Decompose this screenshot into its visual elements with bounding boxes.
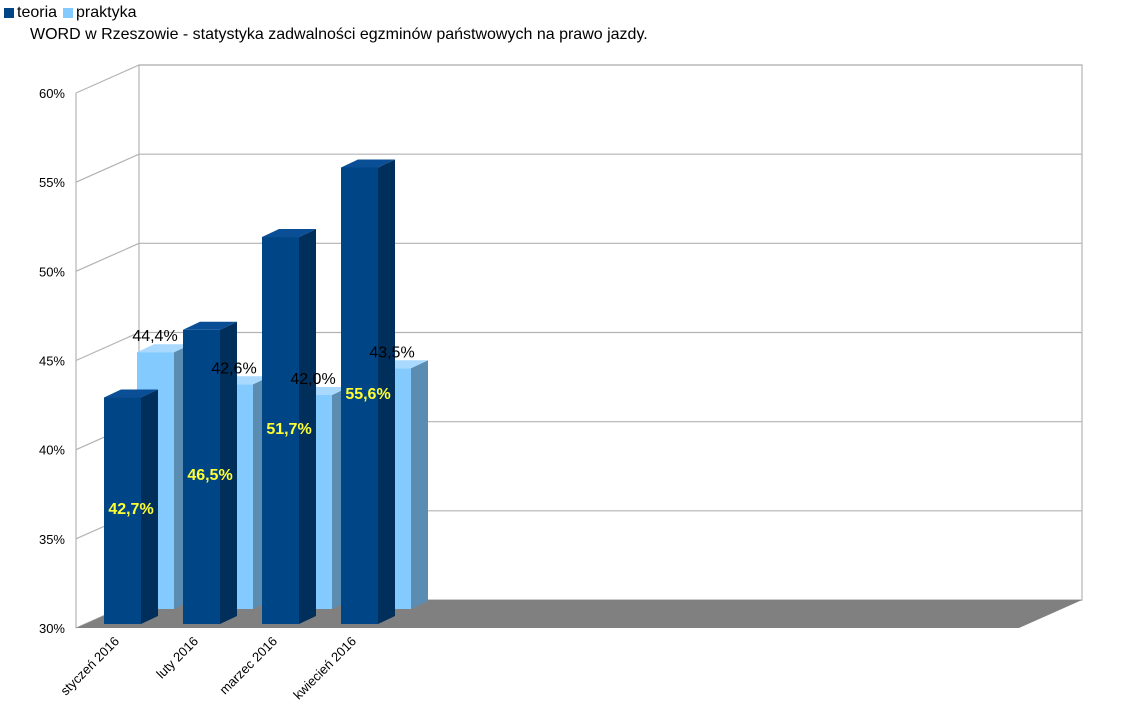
bar-teoria-side	[299, 229, 316, 624]
legend-label-teoria: teoria	[17, 4, 58, 21]
y-tick-label: 40%	[39, 443, 65, 458]
bar-teoria-top	[262, 229, 316, 238]
x-category-label: kwiecień 2016	[290, 634, 359, 703]
bar-teoria-front	[104, 397, 141, 624]
legend-item-praktyka: praktyka	[63, 4, 137, 22]
bar-teoria-side	[141, 389, 158, 624]
gridline-side	[75, 64, 140, 94]
bar-praktyka-top	[137, 344, 191, 353]
bar-teoria-top	[104, 389, 158, 398]
gridline-side	[75, 242, 140, 272]
legend-label-praktyka: praktyka	[76, 4, 137, 21]
y-tick-label: 35%	[39, 532, 65, 547]
chart-legend: teoria praktyka	[4, 3, 143, 23]
legend-item-teoria: teoria	[4, 4, 57, 22]
data-label-teoria: 51,7%	[266, 421, 311, 438]
data-label-teoria: 42,7%	[108, 501, 153, 518]
x-category-label: marzec 2016	[216, 634, 280, 698]
bar-teoria-side	[378, 159, 395, 624]
y-tick-label: 45%	[39, 354, 65, 369]
x-category-label: styczeń 2016	[57, 634, 122, 699]
data-label-praktyka: 42,0%	[290, 371, 335, 388]
x-category-label: luty 2016	[153, 634, 201, 682]
bar-teoria-top	[183, 321, 237, 330]
bar-praktyka-side	[411, 360, 428, 609]
y-tick-label: 55%	[39, 175, 65, 190]
data-label-teoria: 46,5%	[187, 467, 232, 484]
bar-teoria-front	[183, 329, 220, 624]
bar-teoria-front	[262, 237, 299, 624]
legend-swatch-teoria	[4, 8, 14, 18]
y-tick-label: 30%	[39, 621, 65, 636]
bar-teoria-front	[341, 167, 378, 624]
gridline-side	[75, 153, 140, 183]
y-tick-label: 60%	[39, 86, 65, 101]
gridline-side	[75, 331, 140, 362]
data-label-teoria: 55,6%	[345, 386, 390, 403]
bar-teoria-side	[220, 321, 237, 624]
data-label-praktyka: 43,5%	[369, 344, 414, 361]
legend-swatch-praktyka	[63, 8, 74, 18]
bar-teoria-top	[341, 159, 395, 168]
data-label-praktyka: 42,6%	[211, 360, 256, 377]
chart-title: WORD w Rzeszowie - statystyka zadwalnośc…	[30, 26, 648, 43]
data-label-praktyka: 44,4%	[132, 328, 177, 345]
y-tick-label: 50%	[39, 264, 65, 279]
